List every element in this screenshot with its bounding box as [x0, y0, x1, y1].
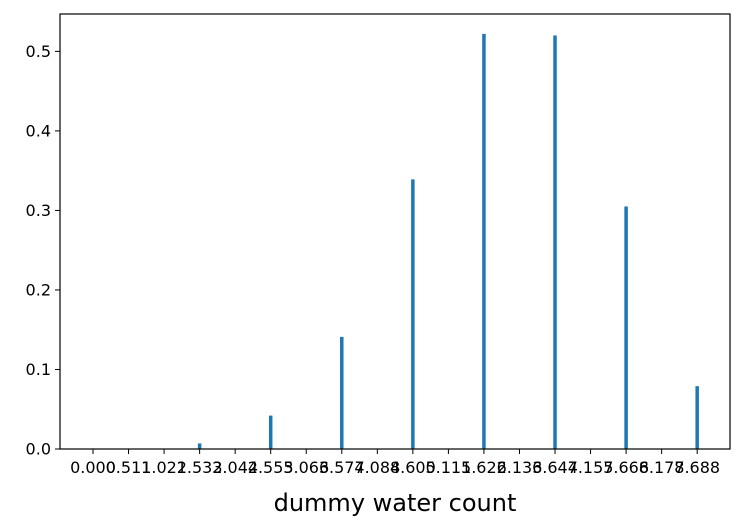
x-tick-label-4: 2.044 — [212, 458, 258, 477]
x-tick-label-13: 6.644 — [532, 458, 578, 477]
bar-13 — [553, 35, 557, 449]
x-tick-label-8: 4.088 — [354, 458, 400, 477]
x-tick-label-16: 8.177 — [639, 458, 685, 477]
x-tick-label-0: 0.000 — [70, 458, 116, 477]
bar-7 — [340, 336, 344, 449]
axes-frame — [59, 13, 731, 450]
bar-5 — [268, 415, 273, 449]
x-tick-label-5: 2.555 — [248, 458, 294, 477]
x-tick-label-3: 1.533 — [177, 458, 223, 477]
y-tick-label-4: 0.4 — [26, 121, 51, 140]
x-tick-label-9: 4.600 — [390, 458, 436, 477]
y-tick-label-1: 0.1 — [26, 360, 51, 379]
x-tick-label-15: 7.666 — [603, 458, 649, 477]
bar-11 — [482, 33, 486, 449]
y-tick-label-5: 0.5 — [26, 42, 51, 61]
bar-9 — [411, 179, 415, 449]
y-tick-label-3: 0.3 — [26, 201, 51, 220]
bar-3 — [197, 443, 202, 449]
x-tick-label-12: 6.133 — [497, 458, 543, 477]
x-axis: 0.0000.5111.0221.5332.0442.5553.0663.577… — [70, 449, 720, 477]
bar-17 — [695, 386, 699, 449]
y-tick-label-0: 0.0 — [26, 440, 51, 459]
x-tick-label-7: 3.577 — [319, 458, 365, 477]
x-tick-label-1: 0.511 — [106, 458, 152, 477]
x-tick-label-17: 8.688 — [674, 458, 720, 477]
y-axis: 0.0 0.1 0.2 0.3 0.4 0.5 — [26, 42, 60, 459]
x-axis-label: dummy water count — [274, 489, 517, 517]
x-tick-label-14: 7.155 — [568, 458, 614, 477]
x-tick-label-10: 5.111 — [425, 458, 471, 477]
bars — [197, 33, 699, 449]
x-tick-label-11: 5.622 — [461, 458, 507, 477]
x-tick-label-2: 1.022 — [141, 458, 187, 477]
x-tick-label-6: 3.066 — [283, 458, 329, 477]
bar-15 — [624, 206, 628, 449]
y-tick-label-2: 0.2 — [26, 280, 51, 299]
